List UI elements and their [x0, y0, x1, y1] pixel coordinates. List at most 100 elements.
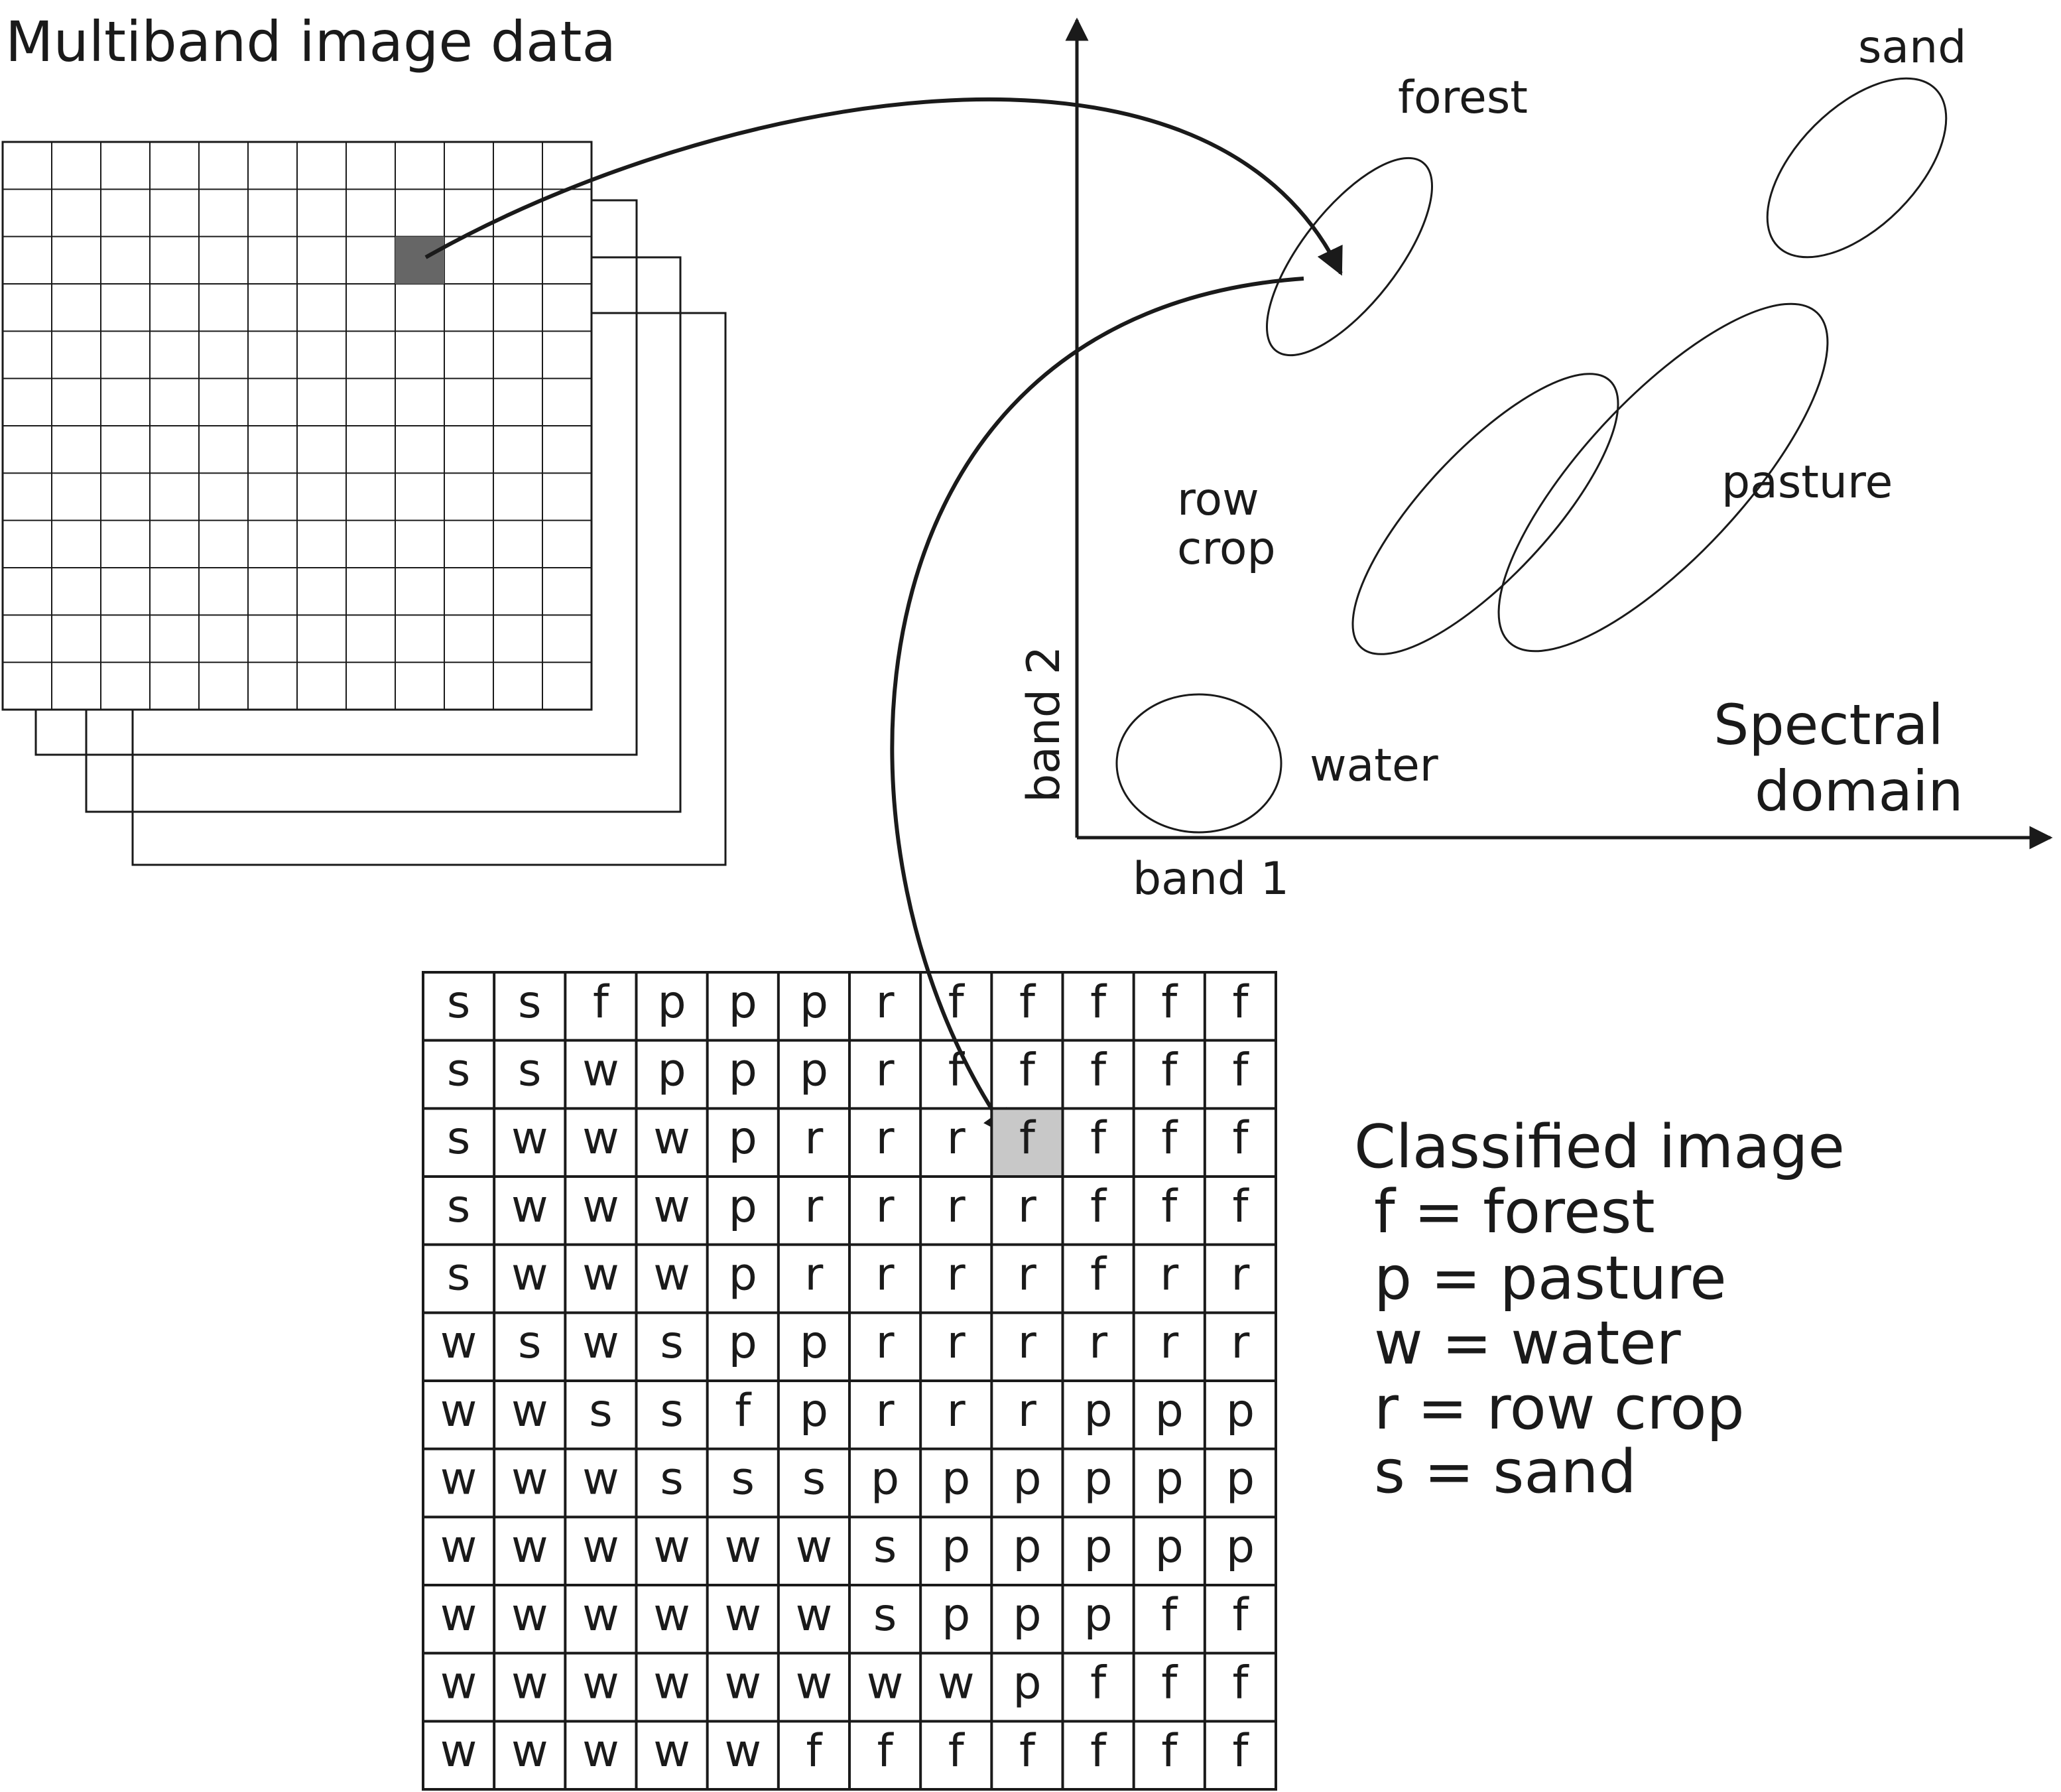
classified-cell: w	[440, 1725, 477, 1777]
legend-item-forest: f = forest	[1374, 1177, 1655, 1247]
classified-cell: p	[1155, 1521, 1184, 1573]
classified-cell: w	[511, 1589, 548, 1641]
selected-pixel	[395, 236, 444, 284]
classified-cell: w	[653, 1248, 690, 1301]
classified-cell: p	[729, 1181, 757, 1233]
classified-cell: w	[582, 1657, 619, 1709]
classified-cell: p	[729, 1316, 757, 1369]
classified-cell: w	[511, 1181, 548, 1233]
classified-cell: w	[440, 1589, 477, 1641]
classified-cell: s	[447, 1181, 470, 1233]
classified-cell: p	[1013, 1452, 1041, 1505]
forest-cluster	[1266, 157, 1433, 357]
classified-cell: s	[447, 1112, 470, 1165]
pixel-to-spectral-arrow	[424, 97, 1343, 276]
pasture-label: pasture	[1721, 456, 1893, 509]
classified-cell: p	[1084, 1589, 1112, 1641]
classified-cell: f	[806, 1725, 823, 1777]
classified-cell: p	[1084, 1521, 1112, 1573]
classified-cell: r	[1018, 1316, 1036, 1369]
classified-cell: p	[1084, 1385, 1112, 1437]
classified-cell: w	[582, 1725, 619, 1777]
legend-item-pasture: p = pasture	[1374, 1244, 1727, 1313]
classified-cell: f	[1161, 1181, 1178, 1233]
classified-cell: s	[802, 1452, 826, 1505]
classified-cell: w	[582, 1044, 619, 1096]
classified-cell: r	[1018, 1385, 1036, 1437]
classified-cell: r	[876, 1248, 895, 1301]
classified-cell: f	[1232, 1112, 1249, 1165]
classified-cell: f	[1019, 1725, 1036, 1777]
classified-cell: w	[724, 1589, 761, 1641]
classified-cell: f	[1161, 1725, 1178, 1777]
classified-cell: f	[948, 1725, 966, 1777]
multiband-title: Multiband image data	[5, 9, 616, 74]
classified-cell: r	[876, 1181, 895, 1233]
classified-cell: r	[1018, 1181, 1036, 1233]
classified-cell: p	[729, 1248, 757, 1301]
classified-cells: s s f p p p r f f f f fs s w p p p r f f f f fs w w w p r r r f f f fs w w w…	[440, 976, 1255, 1777]
classified-cell: p	[1013, 1589, 1041, 1641]
classified-cell: s	[518, 976, 541, 1029]
classified-cell: f	[1090, 1657, 1107, 1709]
band-2-label: band 2	[1018, 646, 1070, 802]
classified-cell: w	[724, 1657, 761, 1709]
classified-cell: w	[511, 1452, 548, 1505]
classified-cell: p	[1155, 1452, 1184, 1505]
water-cluster	[1115, 693, 1282, 834]
legend-item-water: w = water	[1374, 1309, 1681, 1378]
classified-cell: p	[942, 1521, 970, 1573]
classified-cell: f	[1090, 1725, 1107, 1777]
classified-cell: r	[876, 976, 895, 1029]
classified-cell: w	[582, 1452, 619, 1505]
classified-cell: f	[877, 1725, 895, 1777]
classified-image-panel: s s f p p p r f f f f fs s w p p p r f f f f fs w w w p r r r f f f fs w w w…	[422, 971, 1277, 1791]
classified-cell: r	[1089, 1316, 1107, 1369]
classified-cell: f	[1232, 1657, 1249, 1709]
classified-cell: f	[1161, 1657, 1178, 1709]
classified-cell: f	[1232, 1725, 1249, 1777]
spectral-title-line2: domain	[1755, 759, 1964, 824]
row-crop-cluster	[1351, 373, 1619, 655]
classified-cell: w	[511, 1725, 548, 1777]
classified-cell: p	[800, 1316, 828, 1369]
classified-cell: f	[1090, 976, 1107, 1029]
water-label: water	[1310, 739, 1438, 792]
classified-cell: r	[947, 1181, 966, 1233]
band-layer-1-grid	[1, 141, 593, 711]
selected-classified-pixel	[991, 1108, 1063, 1177]
classified-cell: w	[796, 1657, 833, 1709]
legend-item-row-crop: r = row crop	[1374, 1374, 1745, 1443]
classified-title: Classified image	[1354, 1112, 1845, 1182]
classified-cell: w	[653, 1657, 690, 1709]
classified-cell: f	[1161, 1044, 1178, 1096]
classified-cell: w	[511, 1385, 548, 1437]
classified-cell: w	[511, 1657, 548, 1709]
classified-cell: w	[582, 1316, 619, 1369]
classified-cell: f	[1090, 1181, 1107, 1233]
classified-cell: r	[876, 1044, 895, 1096]
classified-cell: p	[1226, 1521, 1255, 1573]
classified-cell: s	[447, 1248, 470, 1301]
classified-cell: s	[660, 1452, 683, 1505]
classified-cell: r	[1231, 1316, 1249, 1369]
classified-cell: p	[657, 976, 686, 1029]
classified-cell: w	[867, 1657, 904, 1709]
classified-cell: w	[724, 1521, 761, 1573]
classified-cell: p	[800, 1044, 828, 1096]
classified-cell: f	[1019, 976, 1036, 1029]
classified-cell: w	[582, 1521, 619, 1573]
classified-legend: Classified image f = forest p = pasture …	[1354, 1112, 1845, 1507]
classified-cell: s	[660, 1385, 683, 1437]
classified-cell: p	[942, 1452, 970, 1505]
classified-cell: w	[796, 1589, 833, 1641]
classified-cell: f	[1161, 976, 1178, 1029]
classified-cell: w	[440, 1316, 477, 1369]
classified-cell: w	[653, 1589, 690, 1641]
classified-cell: r	[947, 1248, 966, 1301]
classified-cell: s	[589, 1385, 612, 1437]
classified-cell: r	[804, 1181, 823, 1233]
classified-cell: s	[873, 1589, 897, 1641]
sand-cluster	[1766, 77, 1948, 259]
pasture-cluster	[1497, 302, 1829, 653]
